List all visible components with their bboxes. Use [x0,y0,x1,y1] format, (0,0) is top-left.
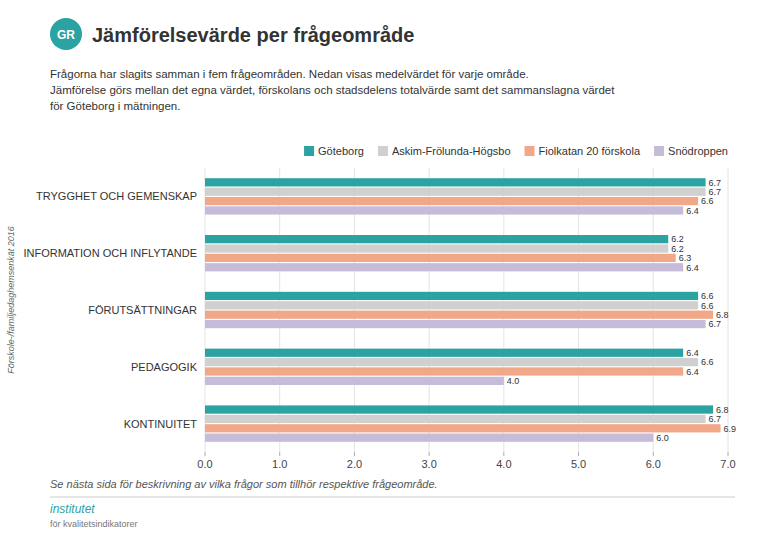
chart: Förskole-/familjedaghemsenkät 2016 GR Jämf… [0,0,780,540]
bars [205,178,721,442]
data-label: 6.0 [656,433,669,443]
data-label: 6.6 [701,196,714,206]
legend-item: Snödroppen [654,145,728,157]
data-label: 4.0 [507,376,520,386]
data-label: 6.4 [686,263,699,273]
bar [205,424,721,432]
tick-mark [279,452,280,456]
bar [205,188,706,196]
category-label: TRYGGHET OCH GEMENSKAP [36,190,197,202]
tick-label: 3.0 [421,458,436,470]
footer-logo: institutet [50,502,95,516]
footer-rule [50,497,735,498]
bar [205,301,698,309]
bar [205,320,706,328]
legend-item: Göteborg [304,145,364,157]
data-labels: 6.76.76.66.46.26.26.36.46.66.66.86.76.46… [507,178,736,443]
bar [205,434,653,442]
data-label: 6.7 [709,319,722,329]
bar [205,197,698,205]
legend-label: Göteborg [318,145,364,157]
category-label: PEDAGOGIK [131,361,198,373]
tick-label: 7.0 [720,458,735,470]
footer-logo-sub: för kvalitetsindikatorer [50,519,138,529]
bar [205,358,698,366]
bar [205,292,698,300]
grid: 0.0 1.0 2.0 3.0 4.0 5.0 6.0 7.0 [197,168,735,470]
data-label: 6.4 [686,367,699,377]
data-label: 6.6 [701,357,714,367]
bar [205,178,706,186]
bar [205,206,683,214]
legend-swatch [378,146,388,156]
tick-label: 6.0 [646,458,661,470]
bar [205,263,683,271]
tick-mark [503,452,504,456]
bar [205,415,706,423]
bar [205,235,668,243]
subtitle: Jämförelse görs mellan det egna värdet, … [50,84,615,96]
tick-mark [205,452,206,456]
tick-mark [429,452,430,456]
bar [205,367,683,375]
legend-item: Askim-Frölunda-Högsbo [378,145,511,157]
category-label: FÖRUTSÄTTNINGAR [88,304,197,316]
bar [205,311,713,319]
data-label: 6.9 [724,424,737,434]
bar [205,377,504,385]
data-label: 6.4 [686,206,699,216]
title: Jämförelsevärde per frågeområde [92,24,414,46]
legend-label: Snödroppen [668,145,728,157]
subtitle: Frågorna har slagits samman i fem frågeo… [50,68,529,80]
bar [205,349,683,357]
legend-label: Fiolkatan 20 förskola [539,145,641,157]
bar [205,405,713,413]
tick-mark [578,452,579,456]
tick-mark [653,452,654,456]
bar [205,254,676,262]
footnote: Se nästa sida för beskrivning av vilka f… [50,478,438,490]
subtitle: för Göteborg i mätningen. [50,100,180,112]
logo-text: GR [57,28,75,42]
legend-item: Fiolkatan 20 förskola [525,145,641,157]
data-label: 6.7 [709,414,722,424]
tick-mark [728,452,729,456]
legend-swatch [525,146,535,156]
tick-label: 1.0 [272,458,287,470]
data-label: 6.6 [701,301,714,311]
tick-label: 4.0 [496,458,511,470]
legend-swatch [304,146,314,156]
vertical-label: Förskole-/familjedaghemsenkät 2016 [6,226,16,374]
data-label: 6.4 [686,348,699,358]
tick-label: 2.0 [347,458,362,470]
legend-label: Askim-Frölunda-Högsbo [392,145,511,157]
bar [205,244,668,252]
logo [50,18,82,50]
category-label: INFORMATION OCH INFLYTANDE [23,247,197,259]
legend: Göteborg Askim-Frölunda-Högsbo Fiolkatan 2… [304,145,728,157]
legend-swatch [654,146,664,156]
category-label: KONTINUITET [124,418,198,430]
tick-label: 5.0 [571,458,586,470]
tick-mark [354,452,355,456]
tick-label: 0.0 [197,458,212,470]
